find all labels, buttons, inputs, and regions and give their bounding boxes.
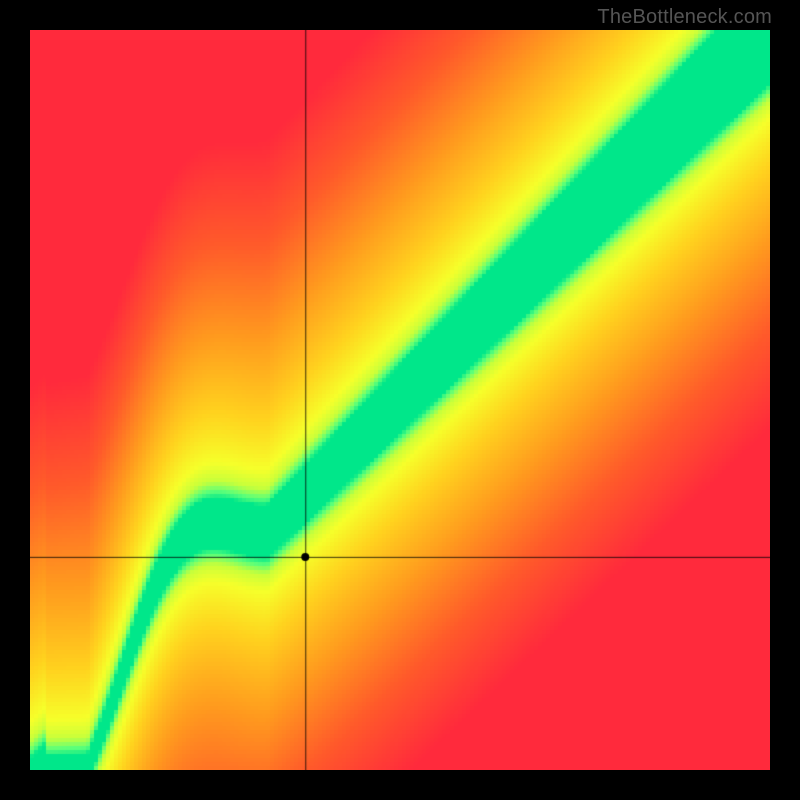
watermark-text: TheBottleneck.com <box>597 6 772 29</box>
bottleneck-heatmap <box>30 30 770 770</box>
root: TheBottleneck.com <box>0 0 800 800</box>
heatmap-canvas <box>30 30 770 770</box>
